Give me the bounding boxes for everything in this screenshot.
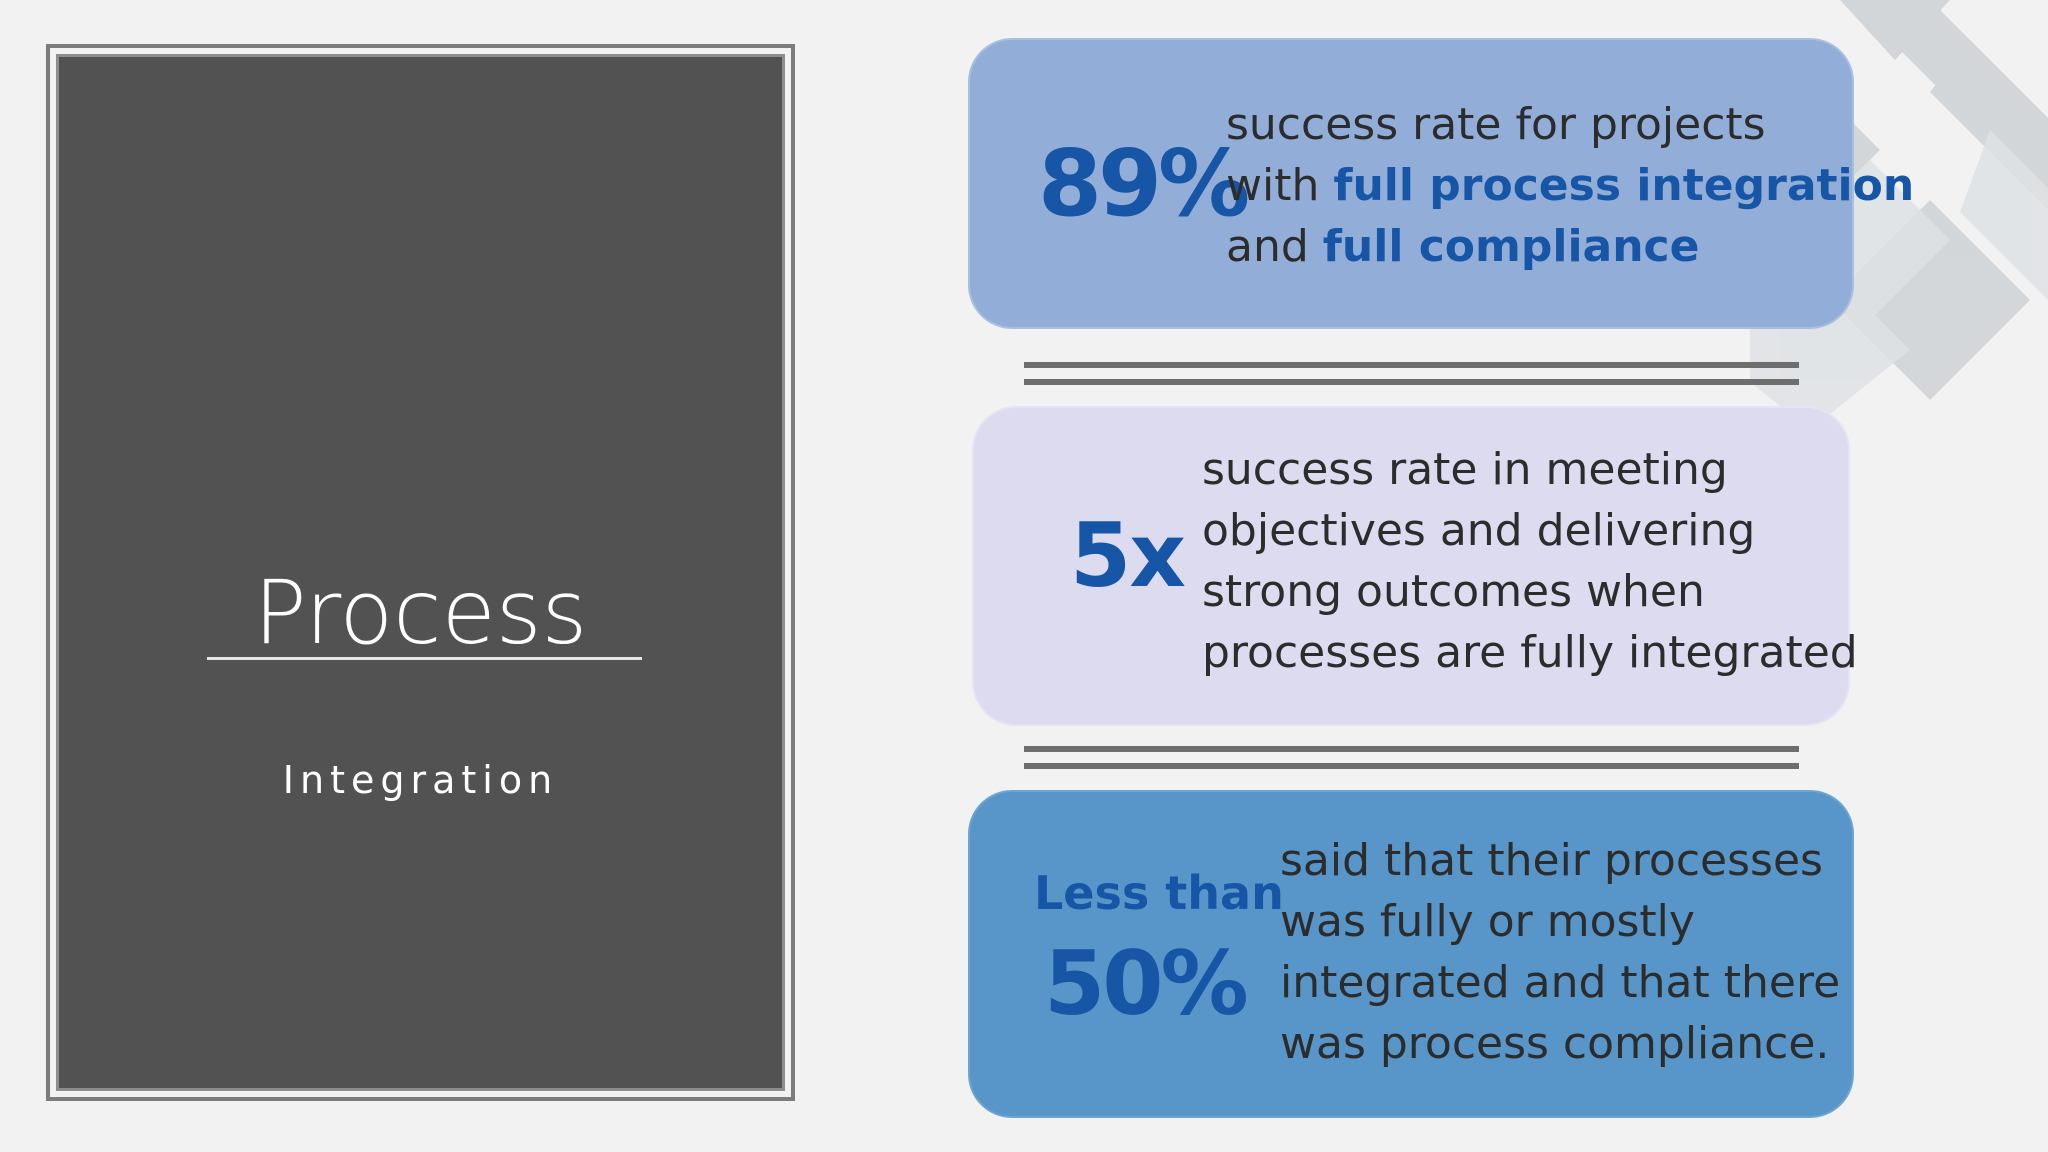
stat-line: success rate for projects <box>1226 94 1914 155</box>
card-separator <box>1024 746 1799 769</box>
stat-card-89-percent: 89% success rate for projects with full … <box>968 38 1914 329</box>
line-text: processes are fully integrated <box>1202 627 1858 678</box>
stat-value: 89% <box>1038 130 1250 237</box>
stat-line: strong outcomes when <box>1202 561 1858 622</box>
line-text: with <box>1226 160 1334 211</box>
stat-card-less-than-50-percent: Less than 50% said that their processes … <box>968 790 1854 1118</box>
stat-value: 5x <box>1070 504 1186 607</box>
line-text: success rate in meeting <box>1202 444 1728 495</box>
separator-line <box>1024 746 1799 752</box>
line-text: strong outcomes when <box>1202 566 1705 617</box>
stat-description: success rate in meeting objectives and d… <box>1202 439 1858 683</box>
line-text: was process compliance. <box>1280 1018 1830 1069</box>
slide-subtitle: Integration <box>282 758 559 802</box>
stat-line: was fully or mostly <box>1280 891 1840 952</box>
line-text: and <box>1226 221 1323 272</box>
stat-line: success rate in meeting <box>1202 439 1858 500</box>
stat-line: was process compliance. <box>1280 1013 1840 1074</box>
card-separator <box>1024 362 1799 385</box>
separator-line <box>1024 362 1799 368</box>
separator-line <box>1024 379 1799 385</box>
stat-line: integrated and that there <box>1280 952 1840 1013</box>
slide-title: Process <box>253 561 588 664</box>
stat-line: objectives and delivering <box>1202 500 1858 561</box>
stat-line: processes are fully integrated <box>1202 622 1858 683</box>
stat-prefix: Less than <box>1034 866 1284 920</box>
stat-line: said that their processes <box>1280 830 1840 891</box>
separator-line <box>1024 763 1799 769</box>
line-highlight: full compliance <box>1322 221 1700 272</box>
line-text: success rate for projects <box>1226 99 1766 150</box>
line-text: integrated and that there <box>1280 957 1841 1008</box>
title-panel-inner: Process Integration <box>56 54 785 1091</box>
stat-value: 50% <box>1044 932 1249 1035</box>
stat-line: with full process integration <box>1226 155 1914 216</box>
title-divider <box>207 657 642 660</box>
stat-description: success rate for projects with full proc… <box>1226 94 1914 277</box>
line-text: said that their processes <box>1280 835 1823 886</box>
line-highlight: full process integration <box>1333 160 1915 211</box>
stat-description: said that their processes was fully or m… <box>1280 830 1840 1074</box>
line-text: was fully or mostly <box>1280 896 1695 947</box>
line-text: objectives and delivering <box>1202 505 1756 556</box>
title-panel: Process Integration <box>46 44 795 1101</box>
stat-line: and full compliance <box>1226 216 1914 277</box>
stat-card-5x: 5x success rate in meeting objectives an… <box>972 406 1858 726</box>
